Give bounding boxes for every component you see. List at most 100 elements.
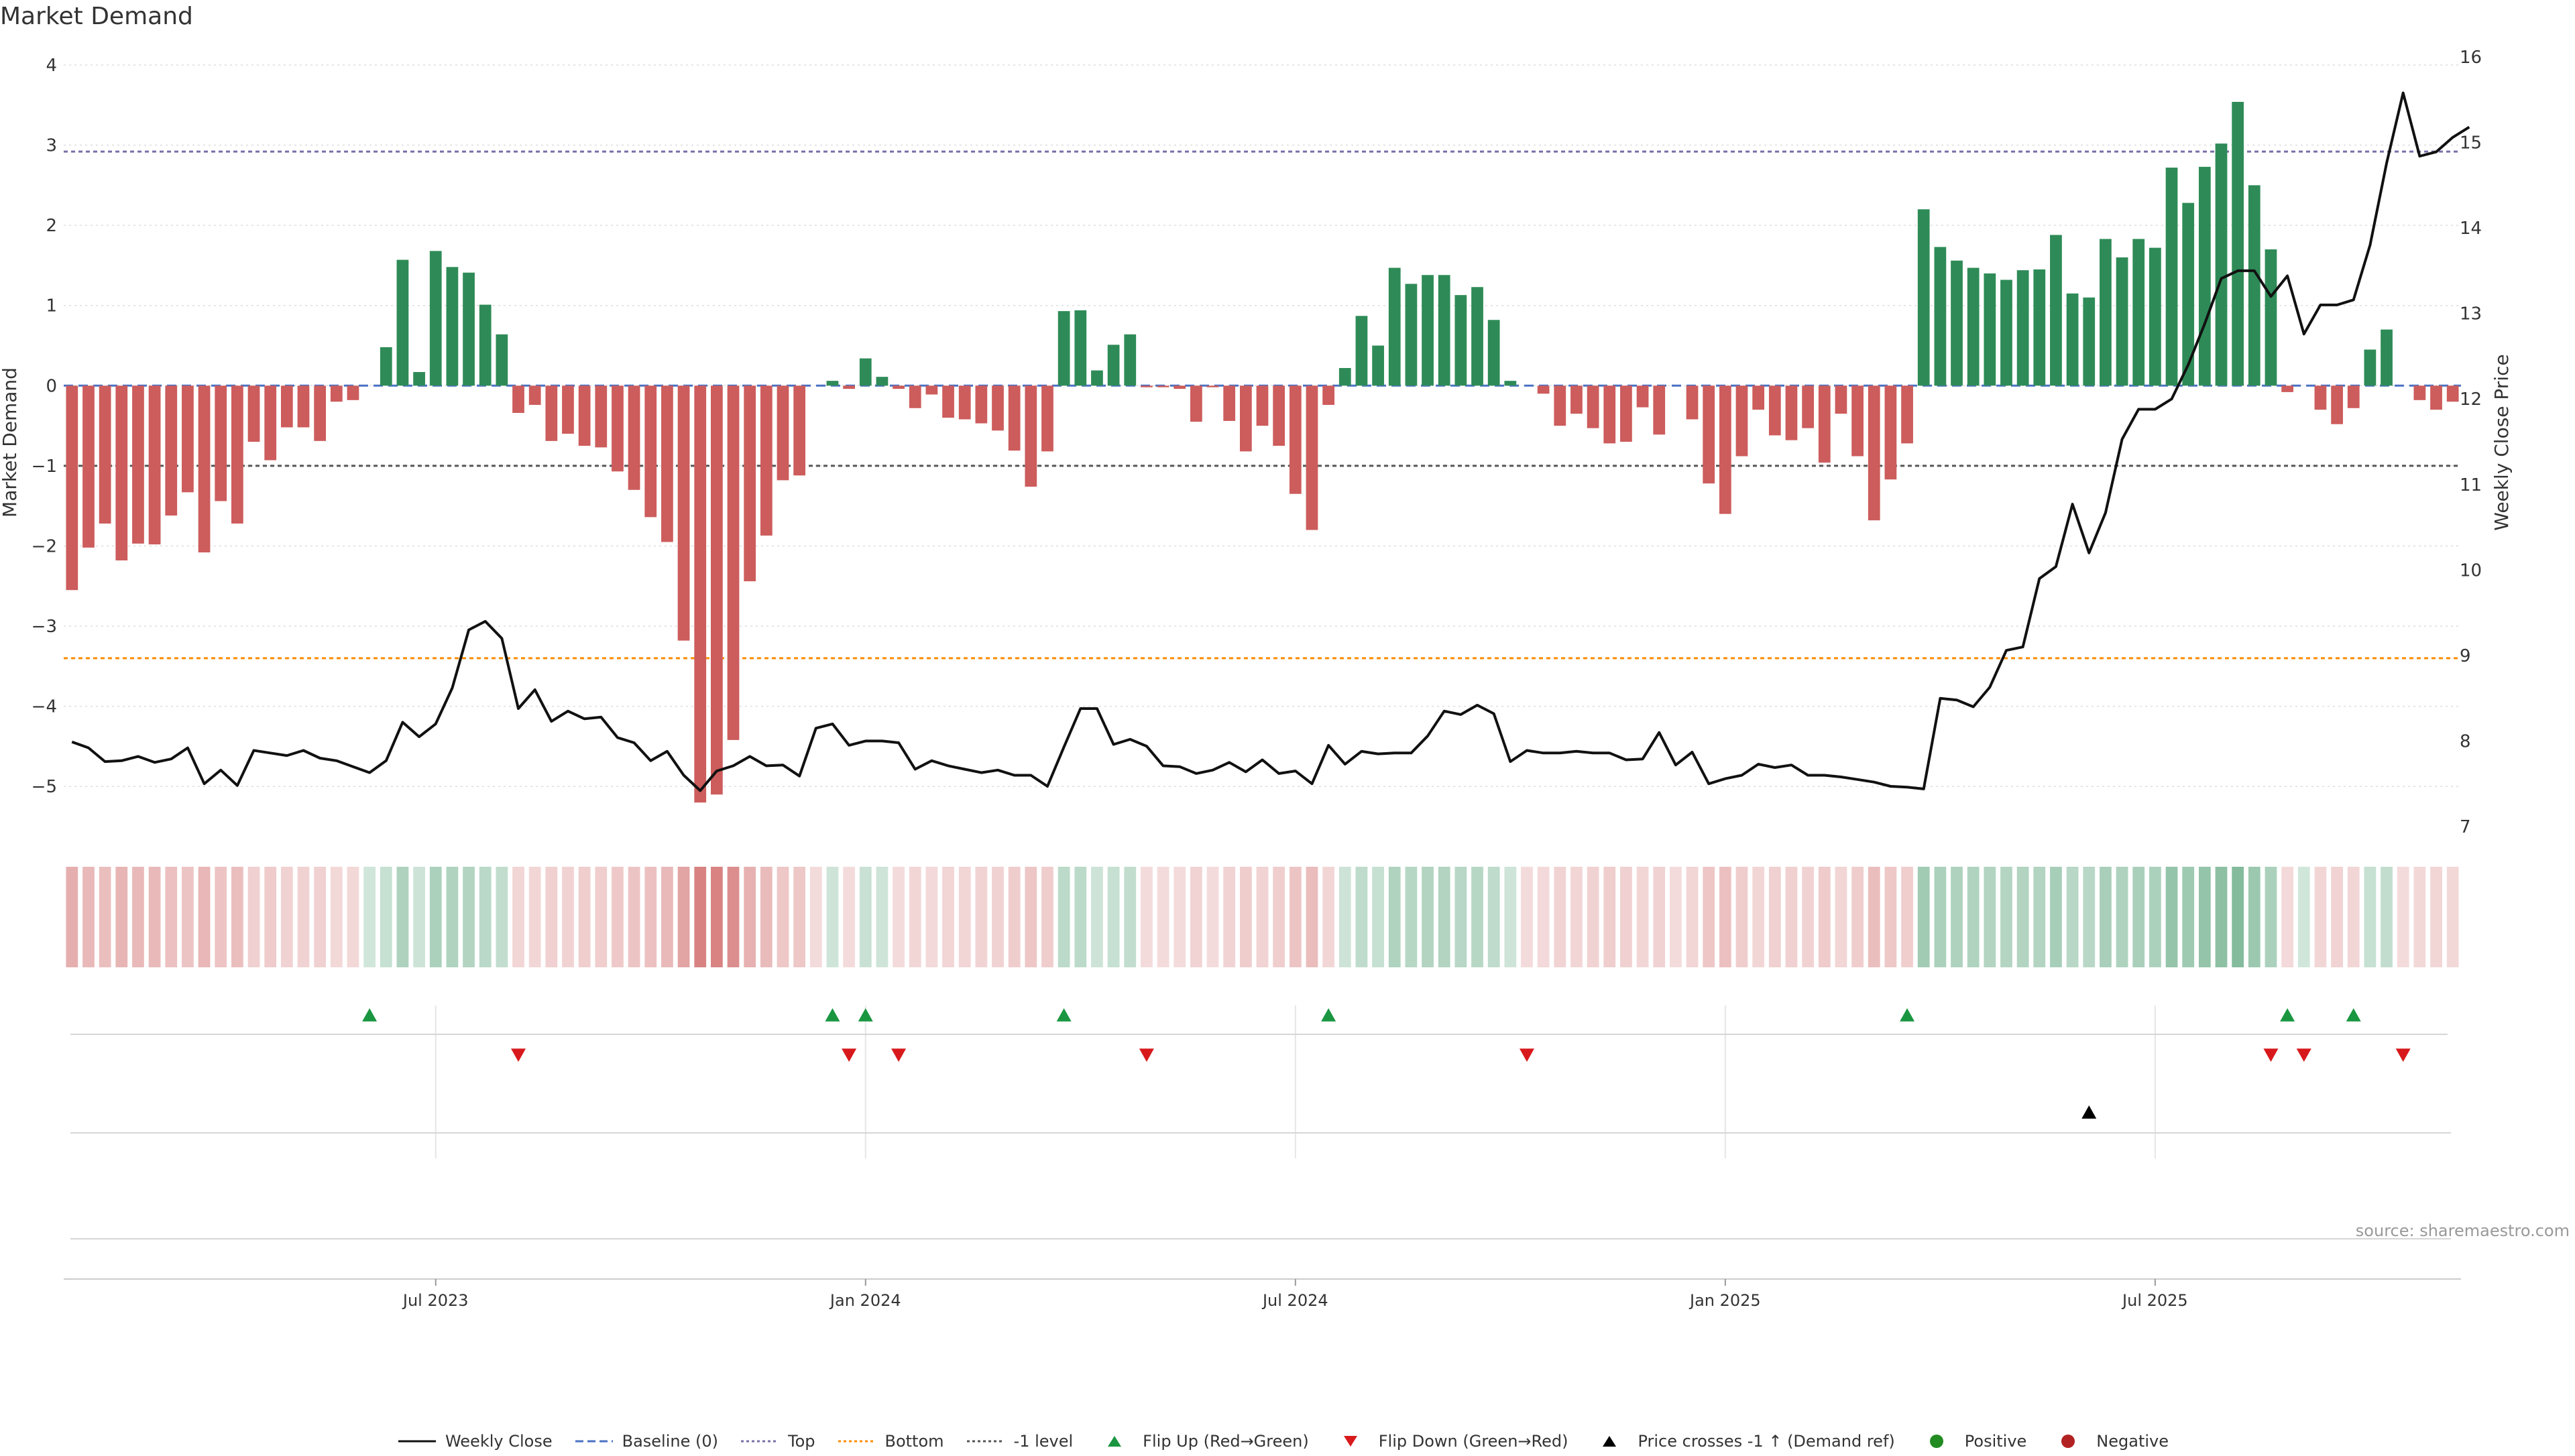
strip-cell [347, 867, 359, 967]
demand-bar [595, 385, 608, 448]
strip-cell [66, 867, 78, 967]
legend-item: Flip Up (Red→Green) [1094, 1432, 1309, 1451]
flip-down-marker [2395, 1048, 2411, 1062]
strip-cell [1239, 867, 1252, 967]
demand-bar [644, 385, 657, 518]
demand-bar [1223, 385, 1236, 421]
demand-bar [2232, 101, 2244, 386]
x-tick-label: Jan 2025 [1689, 1291, 1761, 1310]
demand-bar [925, 385, 938, 395]
demand-bar [1422, 275, 1434, 386]
price-cross-marker [2081, 1105, 2097, 1119]
demand-bar [1835, 385, 1847, 414]
strip-cell [1223, 867, 1236, 967]
demand-bar [264, 385, 277, 461]
demand-bar [1785, 385, 1798, 440]
circle-legend-icon [2061, 1435, 2075, 1448]
strip-cell [1124, 867, 1137, 967]
y-tick-label: −4 [32, 697, 57, 717]
strip-cell [1735, 867, 1748, 967]
strip-cell [1835, 867, 1847, 967]
demand-bar [744, 385, 756, 582]
demand-bar [1438, 275, 1450, 386]
y2-tick-label: 13 [2460, 304, 2482, 324]
strip-cell [2265, 867, 2277, 967]
demand-bar [1554, 385, 1566, 426]
demand-bar [1273, 385, 1285, 446]
demand-bar [1206, 385, 1219, 387]
strip-cell [1141, 867, 1153, 967]
strip-cell [1521, 867, 1533, 967]
legend-item: Bottom [837, 1432, 944, 1451]
strip-cell [2297, 867, 2310, 967]
strip-cell [2116, 867, 2128, 967]
gridlines [64, 64, 2461, 1158]
y-tick-label: −1 [32, 457, 57, 477]
strip-cell [2347, 867, 2360, 967]
demand-bar [859, 358, 872, 386]
strip-cell [1438, 867, 1450, 967]
y-tick-label: 3 [46, 136, 57, 156]
strip-cell [1256, 867, 1269, 967]
strip-cell [760, 867, 772, 967]
tri-up-legend-icon [1603, 1436, 1617, 1447]
demand-bar [1074, 310, 1087, 386]
strip-cell [2397, 867, 2409, 967]
demand-bar [1934, 247, 1947, 386]
demand-bar [1984, 273, 1996, 386]
demand-bar [1174, 385, 1186, 389]
demand-bar [975, 385, 988, 424]
demand-bar [2016, 270, 2029, 386]
y2-tick-label: 10 [2460, 560, 2482, 581]
demand-bar [1190, 385, 1202, 422]
demand-bar [1157, 385, 1169, 387]
strip-cell [1752, 867, 1765, 967]
demand-bar [2265, 249, 2277, 386]
demand-bar [2430, 385, 2442, 410]
strip-cell [1107, 867, 1120, 967]
strip-cell [1174, 867, 1186, 967]
legend-label: Positive [1964, 1432, 2027, 1451]
demand-bar [1884, 385, 1897, 480]
demand-bar [1967, 267, 1980, 386]
strip-cell [628, 867, 640, 967]
y-tick-label: 1 [46, 296, 57, 316]
y2-tick-label: 9 [2460, 646, 2471, 666]
demand-bar [115, 385, 128, 561]
strip-cell [264, 867, 277, 967]
strip-cell [1636, 867, 1649, 967]
demand-bar [198, 385, 211, 553]
strip-cell [1884, 867, 1897, 967]
strip-cell [1951, 867, 1963, 967]
strip-cell [198, 867, 211, 967]
demand-bar [893, 385, 905, 389]
strip-cell [1504, 867, 1517, 967]
dot-legend-icon [966, 1440, 1005, 1443]
demand-bar [1951, 260, 1963, 386]
strip-cell [1785, 867, 1798, 967]
strip-cell [1487, 867, 1500, 967]
demand-bar [347, 385, 359, 400]
demand-bar [1306, 385, 1318, 530]
strip-cell [893, 867, 905, 967]
demand-bar [711, 385, 723, 795]
strip-cell [182, 867, 194, 967]
demand-bar [1537, 385, 1550, 394]
flip-down-marker [511, 1048, 526, 1062]
strip-cell [1190, 867, 1202, 967]
demand-bar [2347, 385, 2360, 408]
x-tick-label: Jan 2024 [829, 1291, 901, 1310]
y2-tick-label: 16 [2460, 48, 2482, 68]
y-tick-label: −5 [32, 777, 57, 797]
demand-bar [2281, 385, 2293, 392]
strip-cell [1289, 867, 1302, 967]
strip-cell [711, 867, 723, 967]
strip-cell [2314, 867, 2327, 967]
strip-cell [694, 867, 707, 967]
demand-bar [1025, 385, 1037, 487]
page-title: Market Demand [0, 3, 193, 30]
demand-bar [661, 385, 673, 542]
demand-bar [1917, 209, 1930, 386]
demand-bar [2364, 349, 2377, 386]
demand-bar [1107, 345, 1120, 386]
